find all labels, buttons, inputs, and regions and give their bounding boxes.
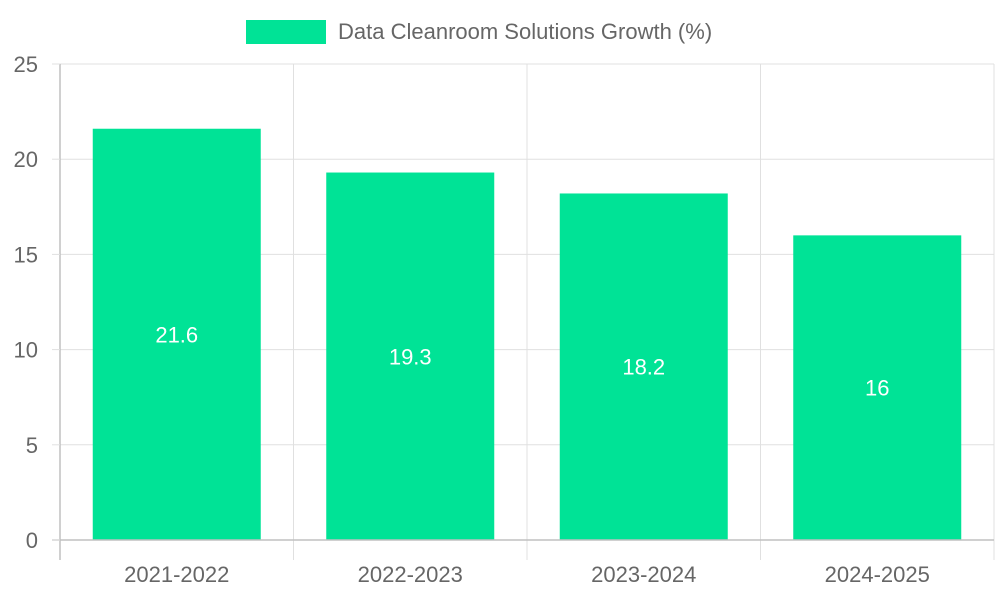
y-tick-label: 0 — [26, 528, 38, 553]
x-tick-label: 2024-2025 — [825, 562, 930, 587]
y-tick-label: 5 — [26, 433, 38, 458]
y-tick-label: 10 — [14, 338, 38, 363]
bar — [793, 235, 962, 541]
legend-label[interactable]: Data Cleanroom Solutions Growth (%) — [338, 19, 712, 44]
data-label: 18.2 — [622, 355, 665, 380]
y-tick-label: 15 — [14, 242, 38, 267]
x-tick-label: 2021-2022 — [124, 562, 229, 587]
bars — [92, 128, 962, 541]
legend-swatch[interactable] — [246, 20, 326, 44]
x-tick-label: 2022-2023 — [358, 562, 463, 587]
legend[interactable]: Data Cleanroom Solutions Growth (%) — [246, 19, 712, 44]
y-tick-label: 25 — [14, 52, 38, 77]
y-tick-label: 20 — [14, 147, 38, 172]
labels: 0 5 10 15 20 25 21.6 2021-2022 19.3 2022-2023 18.2… — [14, 52, 930, 587]
data-label: 19.3 — [389, 344, 432, 369]
bar — [92, 128, 261, 540]
x-tick-label: 2023-2024 — [591, 562, 696, 587]
data-label: 21.6 — [155, 322, 198, 347]
data-label: 16 — [865, 376, 889, 401]
bar — [326, 172, 495, 540]
bar — [559, 193, 728, 541]
axes — [52, 63, 994, 560]
